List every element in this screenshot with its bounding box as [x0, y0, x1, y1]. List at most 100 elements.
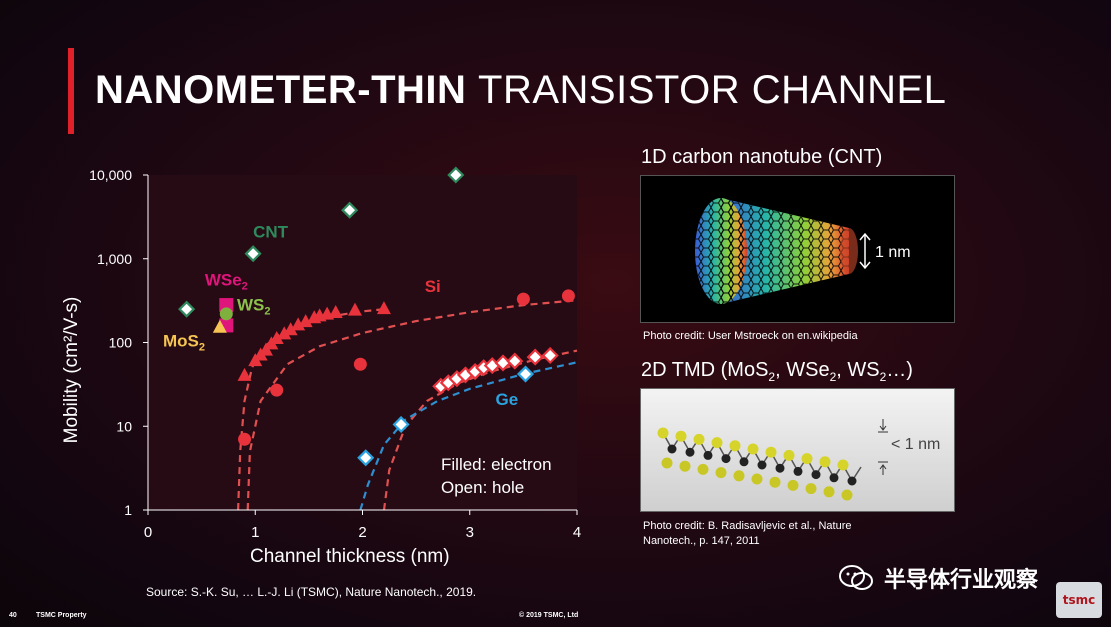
sulfur-atom [769, 476, 781, 488]
sulfur-atom [841, 489, 853, 501]
scale-arrow-icon [859, 232, 871, 270]
sulfur-atom [765, 446, 777, 458]
series-label-si: Si [425, 277, 441, 296]
sulfur-atom [697, 463, 709, 475]
legend-open-hole: Open: hole [441, 478, 524, 497]
cnt-heading: 1D carbon nanotube (CNT) [641, 146, 883, 168]
metal-atom [775, 463, 785, 473]
tmd-heading: 2D TMD (MoS2, WSe2, WS2…) [641, 359, 913, 384]
y-tick-label: 100 [109, 335, 133, 351]
sulfur-atom [657, 427, 669, 439]
page-number: 40 [9, 612, 17, 619]
data-point-si [541, 346, 559, 365]
series-label-mos2: MoS2 [163, 331, 205, 353]
x-tick-label: 2 [358, 524, 366, 541]
sulfur-atom [729, 440, 741, 452]
cnt-photo-credit: Photo credit: User Mstroeck on en.wikipe… [643, 330, 858, 342]
tmd-heading-part: , WS [836, 359, 880, 381]
metal-atom [667, 444, 677, 454]
sulfur-atom [805, 483, 817, 495]
sulfur-atom [675, 430, 687, 442]
sulfur-atom [715, 467, 727, 479]
data-point-si [277, 326, 292, 340]
data-point-cnt [341, 201, 359, 219]
data-point-si [291, 317, 306, 331]
tmd-subscript: 2 [829, 370, 837, 384]
y-tick-label: 10,000 [89, 167, 132, 183]
data-point-si [526, 348, 544, 366]
footer-label: TSMC Property [36, 612, 87, 619]
legend-filled-electron: Filled: electron [441, 455, 552, 474]
metal-atom [721, 454, 731, 464]
data-point-cnt [178, 300, 196, 318]
data-point-si [269, 331, 284, 345]
sulfur-atom [661, 457, 673, 469]
sulfur-atom [787, 479, 799, 491]
sulfur-atom [783, 449, 795, 461]
data-point-si [347, 302, 362, 316]
title-accent-bar [68, 48, 74, 134]
x-tick-label: 0 [144, 524, 152, 541]
metal-atom [793, 466, 803, 476]
series-label-wse2: WSe2 [205, 270, 248, 292]
tmd-photo-credit: Photo credit: B. Radisavljevic et al., N… [643, 520, 852, 547]
tmd-subscript: 2 [768, 370, 776, 384]
y-axis-label: Mobility (cm²/V-s) [61, 297, 82, 444]
x-tick-label: 1 [251, 524, 259, 541]
metal-atom [829, 473, 839, 483]
metal-atom [811, 470, 821, 480]
sulfur-atom [837, 459, 849, 471]
metal-atom [757, 460, 767, 470]
sulfur-atom [693, 433, 705, 445]
sulfur-atom [823, 486, 835, 498]
cnt-image: 1 nm [640, 175, 955, 323]
tmd-subscript: 2 [879, 370, 887, 384]
sulfur-atom [733, 470, 745, 482]
y-tick-label: 10 [116, 418, 132, 434]
logo-text: tsmc [1062, 593, 1096, 607]
series-label-ge: Ge [495, 390, 518, 409]
slide-title: NANOMETER-THIN TRANSISTOR CHANNEL [95, 68, 946, 113]
watermark-text: 半导体行业观察 [884, 568, 1039, 593]
data-point-si [328, 305, 343, 319]
data-point-mos2 [212, 319, 227, 333]
data-point-si [238, 432, 252, 446]
copyright: © 2019 TSMC, Ltd [519, 612, 579, 619]
x-tick-label: 4 [573, 524, 581, 541]
tmd-heading-part: …) [886, 359, 913, 381]
sulfur-atom [819, 456, 831, 468]
data-point-cnt [447, 166, 465, 184]
cnt-scale-label: 1 nm [875, 244, 911, 261]
wechat-icon [839, 565, 873, 590]
sulfur-atom [679, 460, 691, 472]
tmd-heading-part: 2D TMD (MoS [641, 359, 769, 381]
tmd-scale-label: < 1 nm [891, 436, 941, 453]
fit-curve-ge [359, 361, 578, 511]
sulfur-atom [801, 453, 813, 465]
metal-atom [847, 476, 857, 486]
data-point-cnt [244, 245, 262, 263]
data-point-ge [516, 365, 535, 383]
data-point-si [561, 289, 575, 303]
metal-atom [703, 450, 713, 460]
data-point-si [506, 352, 524, 370]
data-point-si [298, 314, 313, 328]
series-label-ws2: WS2 [237, 296, 271, 318]
data-point-ge [357, 449, 375, 467]
thickness-marker-icon [878, 419, 888, 475]
metal-atom [739, 457, 749, 467]
source-citation: Source: S.-K. Su, … L.-J. Li (TSMC), Nat… [146, 585, 477, 599]
tmd-lattice-illustration [657, 427, 862, 501]
carbon-nanotube-illustration [695, 198, 858, 304]
tmd-heading-part: , WSe [775, 359, 830, 381]
data-point-si [270, 383, 284, 397]
metal-atom [685, 447, 695, 457]
data-point-ge [392, 415, 410, 434]
data-point-ws2 [219, 307, 233, 321]
data-point-si [283, 322, 298, 336]
data-point-si [376, 301, 391, 315]
y-tick-label: 1,000 [97, 251, 132, 267]
sulfur-atom [751, 473, 763, 485]
sulfur-atom [747, 443, 759, 455]
